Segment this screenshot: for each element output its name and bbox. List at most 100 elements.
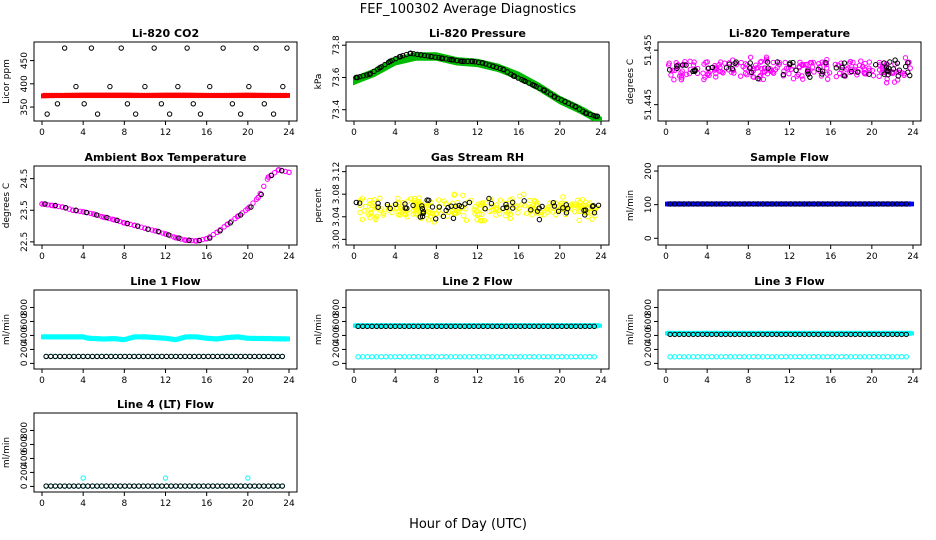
data-point bbox=[450, 215, 457, 221]
data-point bbox=[507, 215, 514, 222]
data-point bbox=[167, 92, 173, 99]
data-point bbox=[884, 330, 890, 337]
data-point bbox=[210, 353, 216, 360]
data-point bbox=[503, 204, 510, 211]
data-point bbox=[61, 483, 68, 489]
chart-panel-2: Li-820 Pressure 0 4 8 12 16 20 24 73.4 73.6 73.8 kP… bbox=[314, 27, 610, 138]
data-point bbox=[200, 483, 207, 489]
x-tick-label: 8 bbox=[433, 376, 439, 386]
data-point bbox=[270, 335, 276, 342]
data-point bbox=[224, 334, 230, 341]
plot-frame bbox=[345, 41, 610, 122]
data-point bbox=[572, 208, 578, 215]
data-point bbox=[221, 335, 227, 341]
data-point bbox=[782, 59, 788, 66]
plot-frame bbox=[33, 41, 298, 122]
data-point bbox=[866, 71, 872, 77]
data-point bbox=[191, 353, 198, 360]
data-point bbox=[431, 219, 437, 225]
data-point bbox=[462, 206, 469, 212]
data-point bbox=[837, 330, 844, 337]
data-point bbox=[723, 65, 730, 71]
data-point bbox=[418, 52, 424, 58]
data-point bbox=[496, 211, 503, 217]
data-point bbox=[549, 354, 556, 360]
data-point bbox=[282, 168, 289, 175]
data-point bbox=[871, 354, 877, 360]
data-point bbox=[861, 354, 868, 360]
data-point bbox=[891, 201, 898, 207]
data-point bbox=[272, 92, 279, 99]
data-point bbox=[781, 201, 787, 207]
data-point bbox=[566, 101, 573, 108]
data-point bbox=[824, 65, 830, 71]
data-point bbox=[736, 354, 743, 360]
data-point bbox=[498, 354, 505, 360]
data-point bbox=[54, 92, 60, 99]
data-point bbox=[522, 354, 528, 360]
data-point bbox=[846, 60, 853, 66]
data-point bbox=[485, 354, 491, 360]
y-tick-label: 600 bbox=[20, 313, 30, 330]
data-point bbox=[112, 483, 119, 489]
data-point bbox=[791, 330, 797, 337]
data-point bbox=[373, 354, 380, 360]
data-point bbox=[196, 353, 202, 360]
data-point bbox=[170, 92, 176, 99]
data-point bbox=[279, 483, 286, 489]
data-point bbox=[89, 353, 96, 360]
data-point bbox=[667, 354, 673, 360]
data-point bbox=[592, 207, 598, 213]
data-point bbox=[554, 354, 560, 360]
x-tick-label: 24 bbox=[595, 252, 607, 262]
data-point bbox=[404, 214, 410, 220]
data-point bbox=[175, 83, 181, 90]
data-point bbox=[479, 217, 485, 224]
data-point bbox=[257, 190, 263, 197]
figure-x-axis-label: Hour of Day (UTC) bbox=[409, 517, 527, 532]
data-point bbox=[200, 353, 207, 360]
panel-title: Li-820 Temperature bbox=[729, 27, 850, 40]
data-point bbox=[149, 92, 155, 99]
x-tick-label: 8 bbox=[121, 499, 127, 509]
data-point bbox=[258, 191, 264, 198]
data-point bbox=[883, 80, 890, 86]
data-point bbox=[206, 92, 212, 99]
x-tick-label: 4 bbox=[704, 128, 710, 138]
data-point bbox=[845, 65, 851, 71]
data-point bbox=[793, 67, 799, 74]
data-point bbox=[61, 353, 68, 360]
data-point bbox=[679, 62, 686, 68]
data-point bbox=[98, 213, 105, 220]
data-point bbox=[681, 354, 687, 360]
data-point bbox=[167, 336, 173, 342]
panel-title: Gas Stream RH bbox=[431, 151, 524, 164]
data-point bbox=[356, 74, 363, 80]
data-point bbox=[234, 334, 240, 340]
data-point bbox=[159, 353, 165, 360]
data-point bbox=[61, 45, 68, 51]
data-point bbox=[43, 334, 50, 340]
y-tick-label: 350 bbox=[20, 98, 30, 115]
data-point bbox=[493, 202, 500, 208]
data-point bbox=[239, 92, 245, 99]
data-point bbox=[107, 83, 113, 90]
data-point bbox=[205, 353, 211, 360]
data-point bbox=[434, 354, 440, 360]
data-point bbox=[752, 201, 759, 207]
x-tick-label: 20 bbox=[554, 376, 566, 386]
data-point bbox=[474, 217, 480, 223]
data-point bbox=[153, 228, 159, 234]
data-point bbox=[261, 483, 267, 489]
data-point bbox=[866, 354, 872, 360]
data-point bbox=[124, 101, 131, 107]
data-point bbox=[845, 201, 851, 207]
data-point bbox=[528, 207, 534, 213]
data-layer bbox=[41, 45, 290, 117]
data-point bbox=[883, 64, 890, 70]
data-point bbox=[806, 354, 812, 360]
data-point bbox=[799, 61, 805, 68]
data-point bbox=[482, 205, 488, 212]
x-tick-label: 24 bbox=[283, 128, 295, 138]
